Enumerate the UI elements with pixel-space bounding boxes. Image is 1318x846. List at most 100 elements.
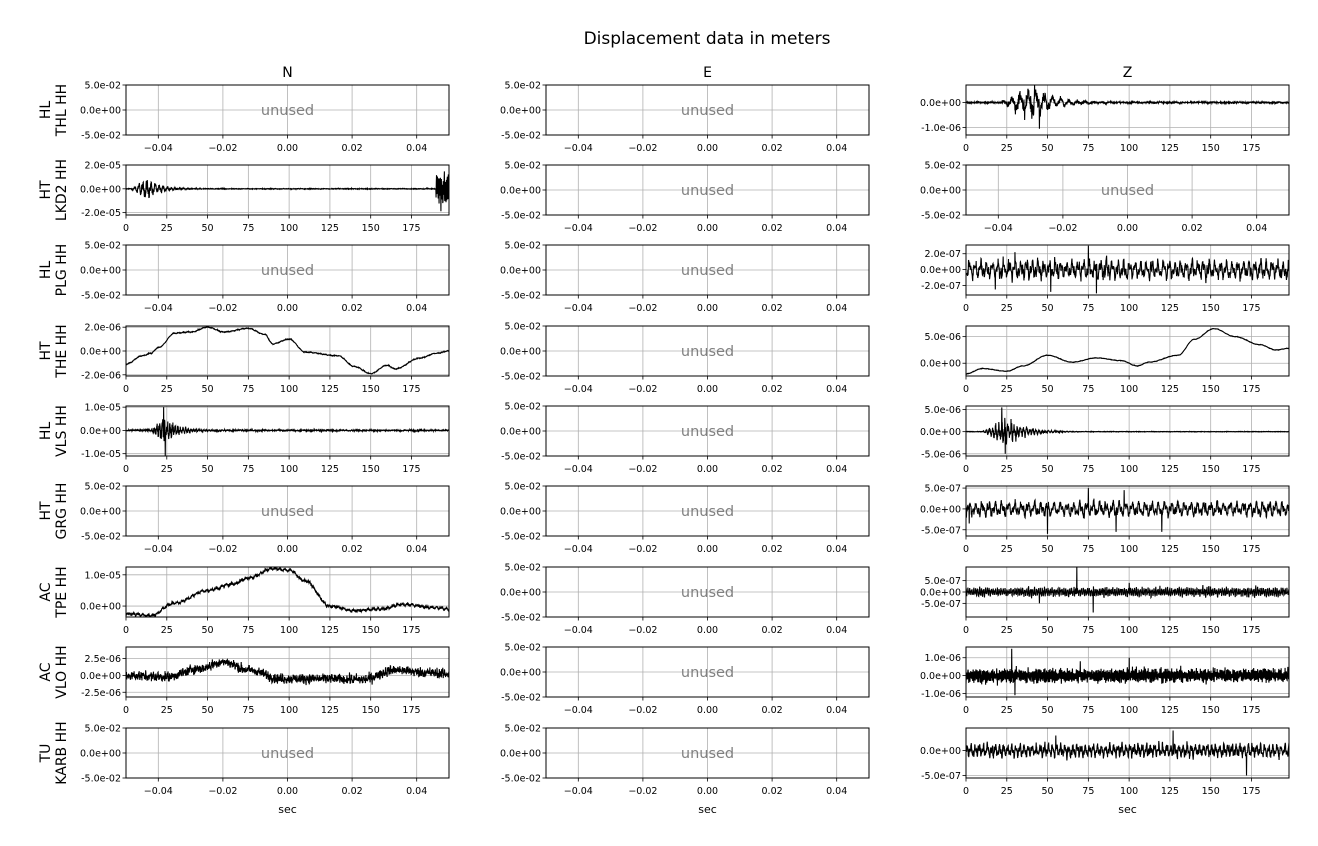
panel-grg-n-x-tick-label: −0.02 (208, 544, 237, 555)
panel-the-n-x-tick-label: 150 (362, 384, 380, 395)
panel-vls-z-x-tick-label: 125 (1161, 464, 1179, 475)
panel-vls-n: 0 25 50 75 100 125 150 175 1.0e-05 0.0e+00 -1.0e-0… (80, 403, 450, 475)
panel-lkd2-n-y-tick-label: 2.0e-05 (85, 161, 121, 172)
panel-vls-n-x-tick-label: 50 (202, 464, 214, 475)
panel-lkd2-z-frame (965, 164, 1290, 216)
panel-karb-e-y-tick-label: 0.0e+00 (500, 749, 541, 760)
panel-tpe-z-trace-line (966, 567, 1289, 613)
row-network-label: HT (38, 180, 54, 200)
panel-vls-z-x-tick-label: 175 (1242, 464, 1260, 475)
panel-thl-z-x-tick-label: 150 (1202, 143, 1220, 154)
panel-thl-n: −0.04 −0.02 0.00 0.02 0.04 5.0e-02 0.0e+00 -5.0… (80, 81, 450, 154)
panel-karb-e-x-tick-label: −0.04 (564, 786, 593, 797)
panel-the-z-x-tick-label: 175 (1242, 384, 1260, 395)
panel-tpe-e-x-tick-label: −0.02 (628, 625, 657, 636)
panel-grg-z-y-tick-label: -5.0e-07 (921, 525, 961, 536)
panel-lkd2-n-x-tick-label: 100 (280, 223, 298, 234)
panel-karb-z-y-tick-label: 0.0e+00 (920, 746, 961, 757)
panel-lkd2-e-x-tick-label: 0.02 (762, 223, 783, 234)
panel-vls-z-x-tick-label: 25 (1001, 464, 1013, 475)
row-station-label: VLS HH (54, 405, 70, 457)
panel-vls-n-x-tick-label: 150 (362, 464, 380, 475)
panel-karb-n-frame (125, 727, 450, 779)
panel-grg-e-y-tick-label: 5.0e-02 (505, 482, 541, 493)
panel-tpe-z-x-tick-label: 75 (1082, 625, 1094, 636)
panel-karb-e-x-tick-label: 0.04 (826, 786, 847, 797)
panel-vls-n-x-tick-label: 0 (123, 464, 129, 475)
panel-tpe-z-x-tick-label: 150 (1202, 625, 1220, 636)
panel-vls-n-y-tick-label: 0.0e+00 (80, 426, 121, 437)
row-label-ac-tpe-hh: AC TPE HH (38, 566, 70, 618)
panel-tpe-n-x-tick-label: 0 (123, 625, 129, 636)
panel-vls-e-x-tick-label: −0.04 (564, 464, 593, 475)
panel-thl-z-x-tick-label: 75 (1082, 143, 1094, 154)
panel-the-e-y-tick-label: 0.0e+00 (500, 347, 541, 358)
panel-the-z-x-tick-label: 0 (963, 384, 969, 395)
panel-plg-n: −0.04 −0.02 0.00 0.02 0.04 5.0e-02 0.0e+00 -5.0… (80, 241, 450, 314)
panel-the-e-x-tick-label: 0.00 (697, 384, 718, 395)
panel-grg-z-x-tick-label: 125 (1161, 544, 1179, 555)
panel-plg-z-y-tick-label: 0.0e+00 (920, 265, 961, 276)
panel-tpe-z-x-tick-label: 100 (1120, 625, 1138, 636)
panel-the-z-trace-line (966, 327, 1289, 375)
panel-karb-z-x-tick-label: 100 (1120, 786, 1138, 797)
panel-the-e-unused-label: unused (681, 344, 734, 360)
panel-karb-n-x-tick-label: −0.04 (144, 786, 173, 797)
panel-vlo-e-x-tick-label: 0.02 (762, 705, 783, 716)
panel-tpe-n: 0 25 50 75 100 125 150 175 1.0e-05 0.0e+00 (80, 566, 450, 636)
panel-tpe-n-y-tick-label: 0.0e+00 (80, 602, 121, 613)
panel-plg-e-x-tick-label: 0.00 (697, 303, 718, 314)
panel-grg-e: −0.04 −0.02 0.00 0.02 0.04 5.0e-02 0.0e+00 -5.0… (500, 482, 870, 555)
panel-karb-z-x-tick-label: 175 (1242, 786, 1260, 797)
panel-the-n-y-tick-label: 2.0e-06 (85, 323, 121, 334)
panel-vls-e-x-tick-label: 0.00 (697, 464, 718, 475)
panel-tpe-e-y-tick-label: -5.0e-02 (501, 613, 541, 624)
panel-plg-n-frame (125, 244, 450, 296)
panel-plg-e: −0.04 −0.02 0.00 0.02 0.04 5.0e-02 0.0e+00 -5.0… (500, 241, 870, 314)
panel-vls-z-trace-line (966, 407, 1289, 454)
panel-the-e: −0.04 −0.02 0.00 0.02 0.04 5.0e-02 0.0e+00 -5.0… (500, 322, 870, 395)
panel-the-z-x-tick-label: 100 (1120, 384, 1138, 395)
panel-thl-n-x-tick-label: 0.00 (277, 143, 298, 154)
panel-the-z-x-tick-label: 150 (1202, 384, 1220, 395)
panel-thl-n-y-tick-label: -5.0e-02 (81, 131, 121, 142)
row-station-label: VLO HH (54, 645, 70, 698)
panel-thl-n-y-tick-label: 0.0e+00 (80, 106, 121, 117)
panel-lkd2-n-x-tick-label: 25 (161, 223, 173, 234)
panel-plg-z-x-tick-label: 125 (1161, 303, 1179, 314)
panel-grg-e-y-tick-label: -5.0e-02 (501, 532, 541, 543)
panel-vls-n-x-tick-label: 25 (161, 464, 173, 475)
panel-grg-e-x-tick-label: −0.02 (628, 544, 657, 555)
panel-thl-z-x-tick-label: 0 (963, 143, 969, 154)
panel-grg-e-x-tick-label: 0.02 (762, 544, 783, 555)
panel-karb-n-unused-label: unused (261, 746, 314, 762)
column-title-n: N (282, 65, 292, 81)
panel-lkd2-n-trace-line (126, 171, 449, 212)
panel-thl-z: 0 25 50 75 100 125 150 175 0.0e+00 -1.0e-06 (920, 84, 1290, 154)
panel-plg-n-y-tick-label: 0.0e+00 (80, 266, 121, 277)
panel-thl-e-frame (545, 84, 870, 136)
panel-vlo-z-trace-line (966, 648, 1289, 696)
panel-vlo-e-x-tick-label: 0.00 (697, 705, 718, 716)
panel-plg-n-x-tick-label: −0.02 (208, 303, 237, 314)
panel-vls-z-y-tick-label: 0.0e+00 (920, 427, 961, 438)
panel-thl-e-unused-label: unused (681, 103, 734, 119)
panel-thl-e-x-tick-label: 0.02 (762, 143, 783, 154)
panel-karb-e-y-tick-label: -5.0e-02 (501, 774, 541, 785)
row-label-tu-karb-hh: TU KARB HH (38, 721, 70, 784)
panel-karb-n-x-tick-label: −0.02 (208, 786, 237, 797)
panel-vlo-e-x-tick-label: −0.02 (628, 705, 657, 716)
panel-plg-n-unused-label: unused (261, 263, 314, 279)
panel-karb-z-x-tick-label: 0 (963, 786, 969, 797)
row-label-hl-plg-hh: HL PLG HH (38, 244, 70, 297)
panel-thl-e-x-tick-label: 0.00 (697, 143, 718, 154)
panel-grg-e-y-tick-label: 0.0e+00 (500, 507, 541, 518)
panel-lkd2-n-x-tick-label: 125 (321, 223, 339, 234)
panel-vls-e: −0.04 −0.02 0.00 0.02 0.04 5.0e-02 0.0e+00 -5.0… (500, 402, 870, 475)
panel-plg-z-x-tick-label: 50 (1042, 303, 1054, 314)
panel-vls-z: 0 25 50 75 100 125 150 175 5.0e-06 0.0e+00 -5.0e-0… (920, 405, 1290, 475)
panel-vlo-e-y-tick-label: 5.0e-02 (505, 643, 541, 654)
row-station-label: KARB HH (54, 721, 70, 784)
panel-plg-n-y-tick-label: -5.0e-02 (81, 291, 121, 302)
row-label-ht-grg-hh: HT GRG HH (38, 483, 70, 540)
